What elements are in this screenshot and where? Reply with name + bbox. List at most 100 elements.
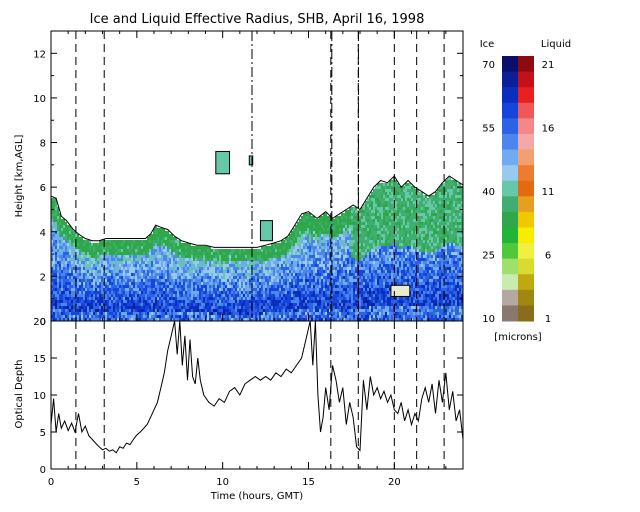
heatmap-cell (65, 258, 67, 261)
heatmap-cell (57, 246, 59, 249)
heatmap-cell (61, 306, 63, 309)
heatmap-cell (283, 258, 285, 261)
heatmap-cell (347, 222, 349, 225)
heatmap-cell (367, 222, 369, 225)
heatmap-cell (211, 258, 213, 261)
heatmap-cell (347, 270, 349, 273)
heatmap-cell (331, 240, 333, 243)
heatmap-cell (351, 297, 353, 300)
heatmap-cell (327, 294, 329, 297)
heatmap-cell (119, 246, 121, 249)
heatmap-cell (233, 249, 235, 252)
heatmap-cell (351, 240, 353, 243)
heatmap-cell (241, 303, 243, 306)
heatmap-cell (201, 255, 203, 258)
heatmap-cell (157, 240, 159, 243)
heatmap-cell (327, 285, 329, 288)
heatmap-cell (247, 255, 249, 258)
heatmap-cell (145, 297, 147, 300)
heatmap-cell (345, 285, 347, 288)
heatmap-cell (323, 291, 325, 294)
heatmap-cell (119, 306, 121, 309)
heatmap-cell (369, 309, 371, 312)
heatmap-cell (177, 285, 179, 288)
heatmap-cell (261, 291, 263, 294)
heatmap-cell (249, 291, 251, 294)
heatmap-cell (123, 303, 125, 306)
heatmap-cell (141, 258, 143, 261)
heatmap-cell (263, 276, 265, 279)
heatmap-cell (291, 267, 293, 270)
heatmap-cell (353, 222, 355, 225)
heatmap-cell (245, 288, 247, 291)
heatmap-cell (69, 231, 71, 234)
heatmap-cell (141, 249, 143, 252)
heatmap-cell (177, 279, 179, 282)
heatmap-cell (95, 306, 97, 309)
heatmap-cell (159, 240, 161, 243)
heatmap-cell (161, 273, 163, 276)
heatmap-cell (333, 294, 335, 297)
heatmap-cell (381, 183, 383, 186)
heatmap-cell (373, 297, 375, 300)
heatmap-cell (159, 318, 161, 321)
heatmap-cell (149, 267, 151, 270)
heatmap-cell (199, 270, 201, 273)
heatmap-cell (351, 234, 353, 237)
heatmap-cell (51, 285, 53, 288)
heatmap-cell (95, 264, 97, 267)
heatmap-cell (51, 276, 53, 279)
heatmap-cell (243, 288, 245, 291)
heatmap-cell (67, 228, 69, 231)
heatmap-cell (87, 297, 89, 300)
heatmap-cell (307, 291, 309, 294)
heatmap-cell (255, 276, 257, 279)
heatmap-cell (123, 246, 125, 249)
heatmap-cell (245, 258, 247, 261)
heatmap-cell (115, 297, 117, 300)
heatmap-cell (249, 264, 251, 267)
heatmap-cell (355, 291, 357, 294)
heatmap-cell (303, 303, 305, 306)
heatmap-cell (363, 240, 365, 243)
heatmap-cell (305, 249, 307, 252)
heatmap-cell (347, 261, 349, 264)
heatmap-cell (245, 255, 247, 258)
heatmap-cell (157, 249, 159, 252)
heatmap-cell (189, 273, 191, 276)
heatmap-cell (121, 255, 123, 258)
heatmap-cell (331, 312, 333, 315)
heatmap-cell (107, 312, 109, 315)
heatmap-cell (157, 294, 159, 297)
heatmap-cell (139, 282, 141, 285)
heatmap-cell (321, 285, 323, 288)
heatmap-cell (93, 246, 95, 249)
heatmap-cell (339, 285, 341, 288)
heatmap-cell (293, 300, 295, 303)
heatmap-cell (117, 264, 119, 267)
heatmap-cell (133, 300, 135, 303)
heatmap-cell (307, 279, 309, 282)
heatmap-cell (303, 243, 305, 246)
heatmap-cell (213, 276, 215, 279)
heatmap-cell (313, 231, 315, 234)
heatmap-cell (87, 288, 89, 291)
heatmap-cell (53, 306, 55, 309)
heatmap-cell (381, 309, 383, 312)
heatmap-cell (181, 276, 183, 279)
heatmap-cell (69, 315, 71, 318)
heatmap-cell (241, 306, 243, 309)
heatmap-cell (311, 261, 313, 264)
heatmap-cell (279, 252, 281, 255)
heatmap-cell (347, 231, 349, 234)
heatmap-cell (221, 288, 223, 291)
heatmap-cell (51, 306, 53, 309)
heatmap-cell (187, 288, 189, 291)
heatmap-cell (65, 222, 67, 225)
heatmap-cell (131, 258, 133, 261)
heatmap-cell (307, 273, 309, 276)
heatmap-cell (205, 267, 207, 270)
heatmap-cell (227, 270, 229, 273)
heatmap-cell (375, 198, 377, 201)
heatmap-cell (81, 312, 83, 315)
